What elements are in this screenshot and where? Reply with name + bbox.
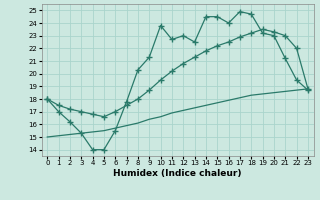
X-axis label: Humidex (Indice chaleur): Humidex (Indice chaleur)	[113, 169, 242, 178]
